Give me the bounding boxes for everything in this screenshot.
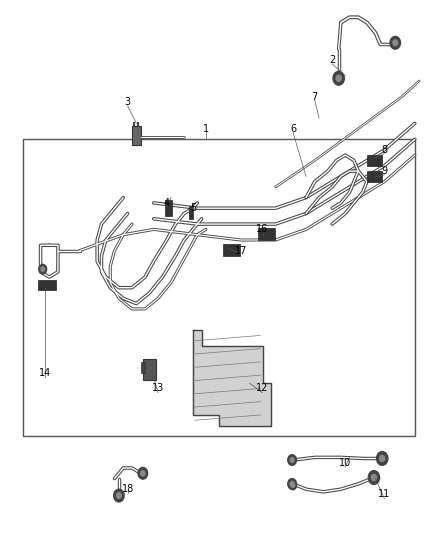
Text: 14: 14	[39, 368, 51, 377]
Circle shape	[41, 267, 45, 271]
Bar	[165, 200, 173, 216]
Circle shape	[290, 458, 294, 463]
Polygon shape	[193, 330, 271, 425]
Circle shape	[138, 467, 148, 479]
Text: 12: 12	[256, 383, 268, 393]
Circle shape	[39, 264, 47, 274]
Text: 16: 16	[256, 224, 268, 235]
Text: 7: 7	[311, 92, 318, 102]
Circle shape	[290, 481, 297, 490]
Bar	[367, 155, 382, 166]
Bar	[367, 171, 382, 182]
Text: 4: 4	[164, 198, 170, 208]
Circle shape	[390, 36, 400, 49]
Text: 1: 1	[203, 124, 209, 134]
Circle shape	[333, 71, 344, 85]
Circle shape	[291, 483, 294, 487]
Text: 6: 6	[290, 124, 296, 134]
Circle shape	[290, 481, 294, 486]
Text: 2: 2	[329, 55, 335, 64]
Circle shape	[393, 40, 398, 46]
Text: 18: 18	[121, 484, 134, 494]
Circle shape	[336, 75, 341, 82]
Bar	[143, 359, 156, 381]
Circle shape	[377, 451, 388, 465]
Circle shape	[368, 471, 380, 484]
Text: 13: 13	[152, 383, 164, 393]
Circle shape	[141, 471, 145, 476]
Circle shape	[371, 474, 377, 481]
Bar	[223, 244, 240, 256]
Circle shape	[117, 492, 121, 498]
Text: 3: 3	[124, 97, 131, 107]
Circle shape	[288, 479, 297, 489]
Bar	[258, 228, 275, 240]
Circle shape	[114, 489, 124, 502]
Circle shape	[380, 455, 385, 462]
Text: 17: 17	[235, 246, 247, 256]
Bar	[23, 139, 415, 436]
Bar	[141, 362, 145, 373]
Text: 5: 5	[190, 203, 196, 213]
Text: 10: 10	[339, 458, 351, 467]
Text: 11: 11	[378, 489, 391, 499]
Bar	[188, 206, 193, 219]
FancyBboxPatch shape	[39, 280, 56, 290]
Bar	[132, 126, 141, 144]
Text: 9: 9	[381, 166, 388, 176]
Circle shape	[288, 455, 297, 465]
Text: 8: 8	[381, 145, 388, 155]
